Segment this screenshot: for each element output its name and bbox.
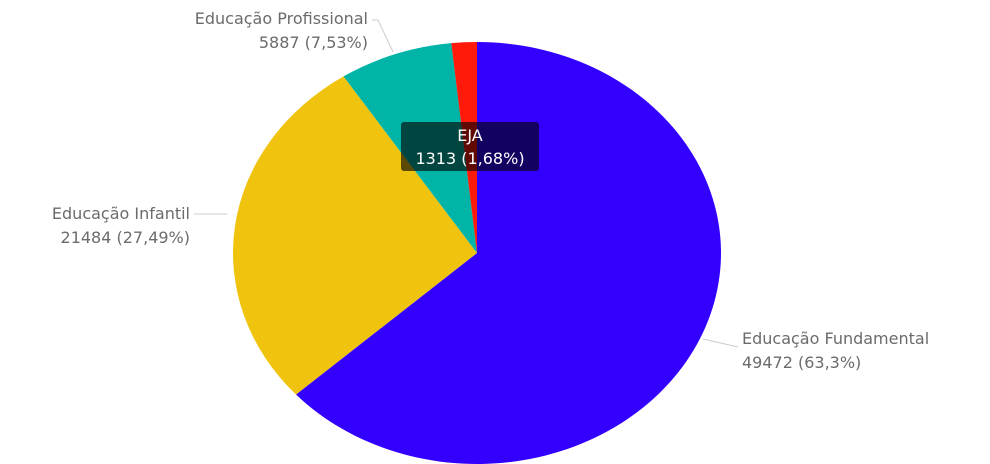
tooltip-background xyxy=(401,122,539,171)
pie-slice-educacao-infantil[interactable] xyxy=(232,76,477,395)
slice-label-educacao-fundamental-value: 49472 (63,3%) xyxy=(742,353,861,372)
tooltip-value: 1313 (1,68%) xyxy=(415,149,524,168)
leader-line xyxy=(372,19,394,53)
tooltip-title: EJA xyxy=(457,126,483,145)
slice-label-educacao-infantil-value: 21484 (27,49%) xyxy=(61,228,190,247)
slice-label-educacao-infantil-name: Educação Infantil xyxy=(52,204,190,223)
eja-tooltip: EJA 1313 (1,68%) xyxy=(401,122,539,171)
slice-label-educacao-profissional-name: Educação Profissional xyxy=(195,9,368,28)
leader-line xyxy=(702,338,739,348)
pie-slice-educacao-fundamental[interactable] xyxy=(296,42,721,464)
slice-label-educacao-fundamental-name: Educação Fundamental xyxy=(742,329,929,348)
slice-label-educacao-profissional-value: 5887 (7,53%) xyxy=(259,33,368,52)
